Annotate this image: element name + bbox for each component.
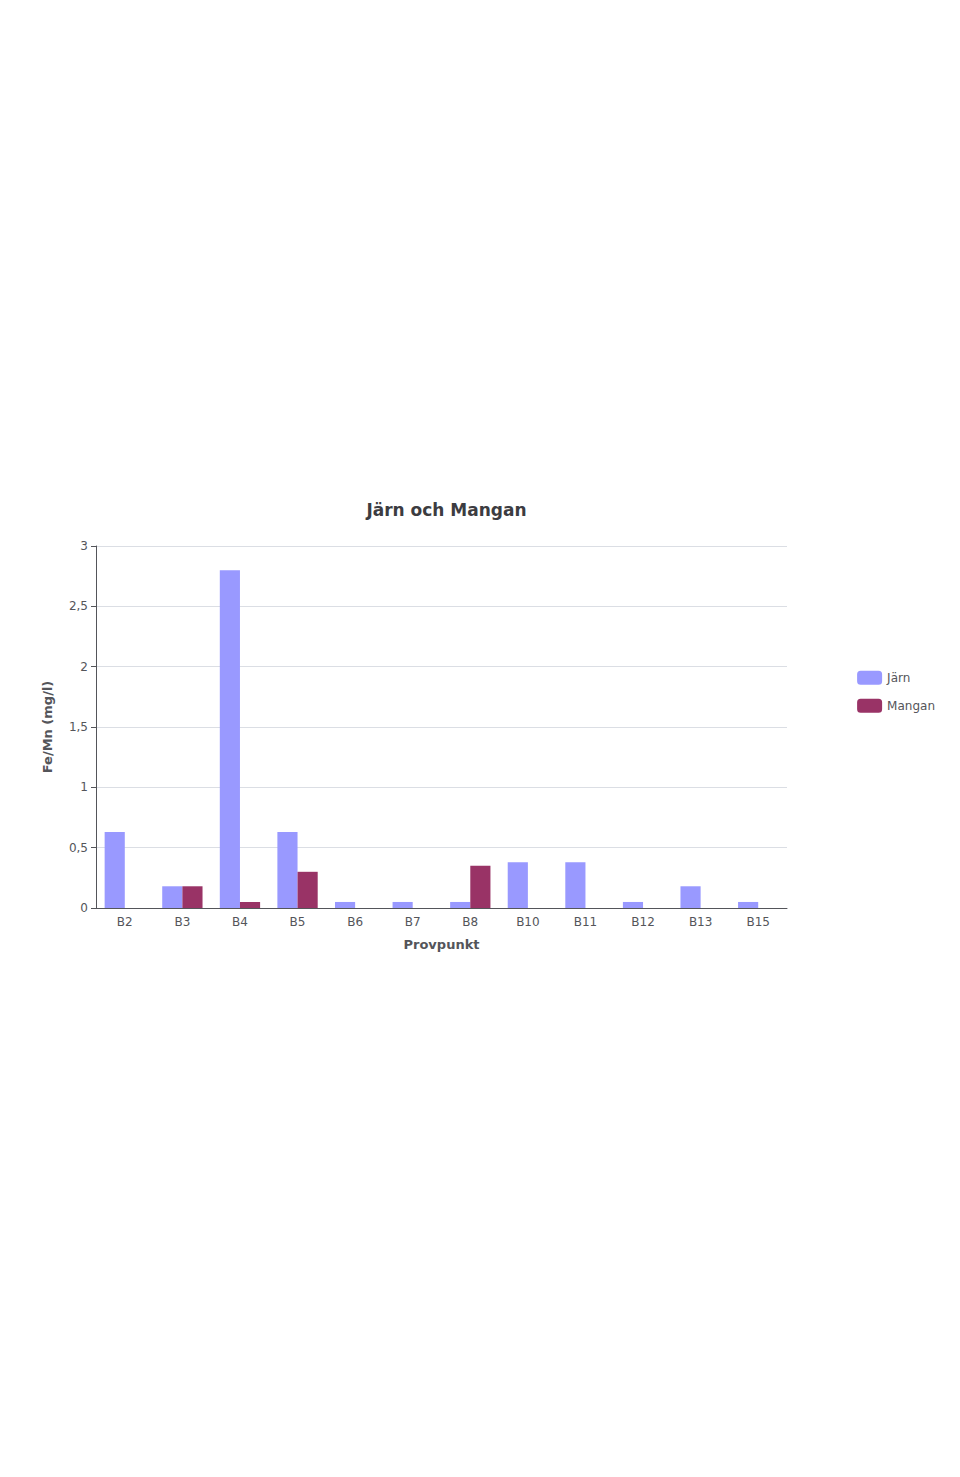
svg-text:Järn och Mangan: Järn och Mangan [365, 500, 526, 520]
svg-text:B13: B13 [689, 915, 713, 929]
svg-text:B2: B2 [117, 915, 133, 929]
svg-text:1,5: 1,5 [69, 720, 88, 734]
svg-text:0: 0 [80, 901, 88, 915]
svg-text:Provpunkt: Provpunkt [403, 937, 479, 952]
svg-text:2: 2 [80, 660, 88, 674]
svg-text:B6: B6 [347, 915, 363, 929]
svg-text:B11: B11 [574, 915, 598, 929]
svg-text:B12: B12 [631, 915, 655, 929]
svg-text:1: 1 [80, 780, 88, 794]
svg-text:B5: B5 [290, 915, 306, 929]
svg-text:3: 3 [80, 539, 88, 553]
svg-text:B15: B15 [746, 915, 770, 929]
svg-text:B8: B8 [462, 915, 478, 929]
svg-text:B3: B3 [174, 915, 190, 929]
svg-text:Järn: Järn [886, 671, 910, 685]
svg-text:Fe/Mn (mg/l): Fe/Mn (mg/l) [40, 681, 55, 774]
svg-text:B7: B7 [405, 915, 421, 929]
svg-text:Mangan: Mangan [887, 699, 935, 713]
svg-text:0,5: 0,5 [69, 841, 88, 855]
svg-text:2,5: 2,5 [69, 599, 88, 613]
svg-text:B10: B10 [516, 915, 540, 929]
svg-text:B4: B4 [232, 915, 248, 929]
